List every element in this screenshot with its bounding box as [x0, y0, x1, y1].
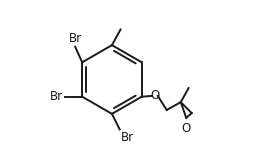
Text: O: O — [182, 122, 191, 135]
Text: O: O — [150, 89, 160, 102]
Text: Br: Br — [50, 90, 63, 103]
Text: Br: Br — [121, 131, 134, 144]
Text: Br: Br — [69, 32, 82, 45]
